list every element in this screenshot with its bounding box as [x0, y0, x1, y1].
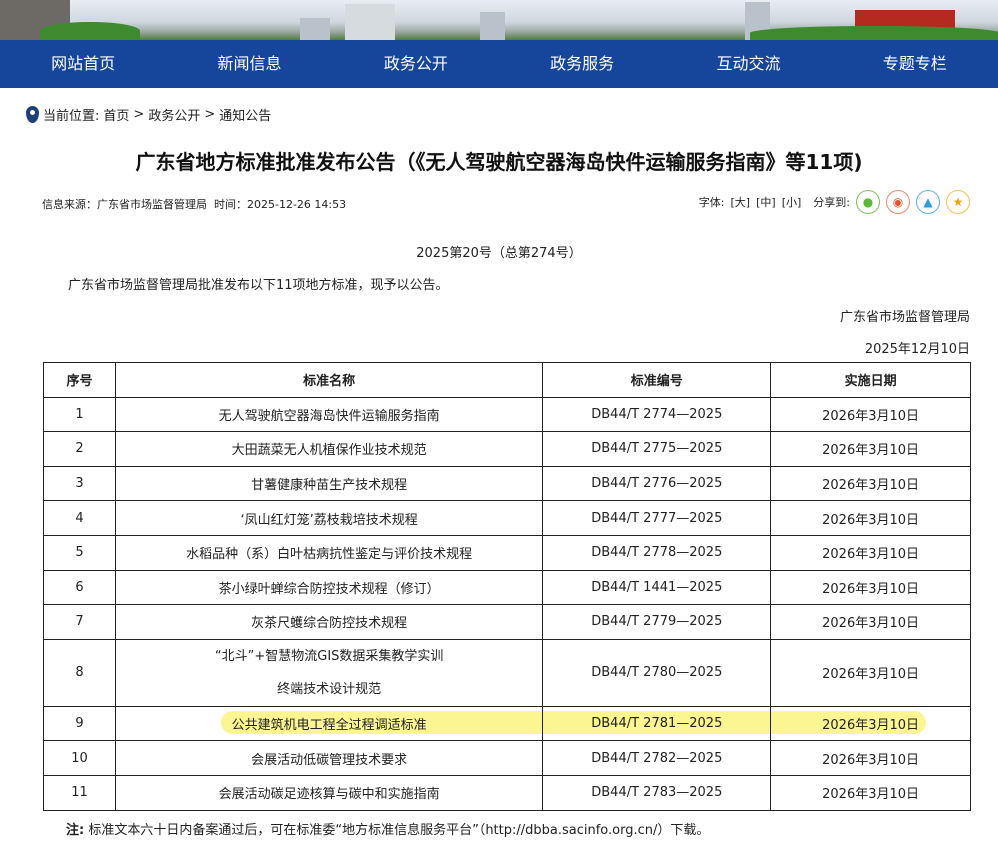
table-cell: DB44/T 2782—2025 — [542, 740, 772, 776]
table-cell: 1 — [43, 396, 116, 433]
table-cell: DB44/T 2775—2025 — [542, 431, 772, 467]
table-cell: DB44/T 1441—2025 — [542, 569, 772, 606]
table-cell: 甘薯健康种苗生产技术规程 — [114, 465, 544, 502]
breadcrumb-label: 当前位置: — [43, 109, 100, 124]
nav-item[interactable]: 新闻信息 — [217, 54, 282, 73]
font-small-button[interactable]: [小] — [781, 196, 802, 209]
font-medium-button[interactable]: [中] — [756, 196, 776, 209]
breadcrumb-home[interactable]: 首页 — [103, 109, 130, 124]
main-nav: 网站首页 新闻信息 政务公开 政务服务 互动交流 专题专栏 — [0, 40, 998, 88]
table-cell: 大田蔬菜无人机植保作业技术规范 — [114, 431, 544, 467]
font-large-button[interactable]: [大] — [730, 196, 751, 209]
table-cell: DB44/T 2783—2025 — [542, 774, 772, 811]
table-cell: DB44/T 2777—2025 — [542, 500, 772, 536]
table-row: 6 茶小绿叶蝉综合防控技术规程（修订） DB44/T 1441—2025 2026年3… — [43, 569, 971, 606]
table-row: 3 甘薯健康种苗生产技术规程 DB44/T 2776—2025 2026年3月10日 — [43, 465, 971, 502]
favorite-icon[interactable]: ★ — [946, 190, 970, 214]
table-row: 1 无人驾驶航空器海岛快件运输服务指南 DB44/T 2774—2025 2026年3… — [43, 396, 971, 433]
article-meta: 信息来源：广东省市场监督管理局 时间：2025-12-26 14:53 — [42, 196, 346, 212]
table-row: 11 会展活动碳足迹核算与碳中和实施指南 DB44/T 2783—2025 2026年… — [43, 774, 971, 811]
table-cell: 6 — [43, 569, 116, 606]
table-cell: 灰茶尺蠖综合防控技术规程 — [114, 604, 544, 640]
footnote: 注: 标准文本六十日内备案通过后，可在标准委“地方标准信息服务平台”（http:… — [66, 819, 709, 838]
table-cell: DB44/T 2781—2025 — [542, 705, 772, 742]
nav-item[interactable]: 互动交流 — [716, 54, 781, 73]
table-row: 4 ‘凤山红灯笼’荔枝栽培技术规程 DB44/T 2777—2025 2026年3月1… — [43, 500, 971, 536]
table-cell: DB44/T 2778—2025 — [542, 534, 772, 571]
note-label: 注: — [66, 823, 85, 838]
table-cell: 2026年3月10日 — [770, 500, 971, 536]
table-row: 5 水稻品种（系）白叶枯病抗性鉴定与评价技术规程 DB44/T 2778—2025 2… — [43, 534, 971, 571]
nav-item[interactable]: 政务公开 — [383, 54, 448, 73]
table-cell: 9 — [43, 705, 116, 742]
breadcrumb-gov[interactable]: 政务公开 — [148, 109, 201, 124]
table-cell: DB44/T 2779—2025 — [542, 604, 772, 640]
breadcrumb-notice[interactable]: 通知公告 — [219, 109, 272, 124]
qq-icon[interactable]: ▲ — [916, 190, 940, 214]
breadcrumb-sep: > — [204, 107, 216, 122]
page-title: 广东省地方标准批准发布公告（《无人驾驶航空器海岛快件运输服务指南》等11项) — [135, 150, 863, 174]
wechat-icon[interactable]: ● — [856, 190, 880, 214]
note-text: 标准文本六十日内备案通过后，可在标准委“地方标准信息服务平台”（http://d… — [88, 823, 710, 838]
standards-table: 序号 标准名称 标准编号 实施日期 1 无人驾驶航空器海岛快件运输服务指南 DB44/T … — [43, 362, 971, 811]
article-tools: 字体: [大] [中] [小] 分享到: ● ◉ ▲ ★ — [699, 190, 970, 214]
table-cell: 2 — [43, 431, 116, 467]
table-row: 10 会展活动低碳管理技术要求 DB44/T 2782—2025 2026年3月10日 — [43, 740, 971, 776]
table-cell: 2026年3月10日 — [770, 534, 971, 571]
table-cell: 10 — [43, 740, 116, 776]
table-row: 7 灰茶尺蠖综合防控技术规程 DB44/T 2779—2025 2026年3月10日 — [43, 604, 971, 640]
table-cell: 2026年3月10日 — [770, 705, 971, 742]
column-header: 标准名称 — [114, 362, 544, 398]
table-cell: 会展活动低碳管理技术要求 — [114, 740, 544, 776]
nav-item[interactable]: 专题专栏 — [882, 54, 947, 73]
nav-item[interactable]: 网站首页 — [51, 54, 116, 73]
table-cell: 4 — [43, 500, 116, 536]
table-cell: 11 — [43, 774, 116, 811]
table-cell: ‘凤山红灯笼’荔枝栽培技术规程 — [114, 500, 544, 536]
intro-text: 广东省市场监督管理局批准发布以下11项地方标准，现予以公告。 — [68, 278, 449, 293]
table-cell: 3 — [43, 465, 116, 502]
table-cell: 茶小绿叶蝉综合防控技术规程（修订） — [114, 569, 544, 606]
source: 信息来源：广东省市场监督管理局 — [42, 198, 207, 211]
column-header: 序号 — [43, 362, 116, 398]
table-cell: “北斗”+智慧物流GIS数据采集教学实训 终端技术设计规范 — [114, 638, 544, 707]
publish-time: 时间：2025-12-26 14:53 — [214, 198, 347, 211]
table-cell: 2026年3月10日 — [770, 465, 971, 502]
breadcrumb-sep: > — [133, 107, 145, 122]
location-pin-icon — [26, 106, 39, 123]
table-cell: 7 — [43, 604, 116, 640]
table-cell: 2026年3月10日 — [770, 431, 971, 467]
table-cell: 水稻品种（系）白叶枯病抗性鉴定与评价技术规程 — [114, 534, 544, 571]
table-cell: 2026年3月10日 — [770, 774, 971, 811]
table-cell: 5 — [43, 534, 116, 571]
table-cell: DB44/T 2780—2025 — [542, 638, 772, 707]
nav-item[interactable]: 政务服务 — [550, 54, 615, 73]
issue-date: 2025年12月10日 — [864, 342, 970, 357]
column-header: 实施日期 — [770, 362, 971, 398]
issuer: 广东省市场监督管理局 — [839, 310, 970, 325]
table-row: 2 大田蔬菜无人机植保作业技术规范 DB44/T 2775—2025 2026年3月1… — [43, 431, 971, 467]
share-label: 分享到: — [813, 196, 850, 209]
table-row: 8 “北斗”+智慧物流GIS数据采集教学实训 终端技术设计规范 DB44/T 2780… — [43, 638, 971, 707]
table-cell: DB44/T 2776—2025 — [542, 465, 772, 502]
font-size-label: 字体: — [698, 196, 725, 209]
table-row: 9 公共建筑机电工程全过程调适标准 DB44/T 2781—2025 2026年3月1… — [43, 705, 971, 742]
table-cell: 8 — [43, 638, 116, 707]
table-cell: 会展活动碳足迹核算与碳中和实施指南 — [114, 774, 544, 811]
breadcrumb: 当前位置: 首页 > 政务公开 > 通知公告 — [26, 105, 271, 124]
table-cell: 2026年3月10日 — [770, 396, 971, 433]
doc-number: 2025第20号（总第274号） — [416, 246, 582, 261]
table-cell: 2026年3月10日 — [770, 569, 971, 606]
table-cell: DB44/T 2774—2025 — [542, 396, 772, 433]
table-cell: 公共建筑机电工程全过程调适标准 — [114, 705, 544, 742]
table-cell: 2026年3月10日 — [770, 638, 971, 707]
table-cell: 2026年3月10日 — [770, 604, 971, 640]
column-header: 标准编号 — [542, 362, 772, 398]
weibo-icon[interactable]: ◉ — [886, 190, 910, 214]
table-cell: 2026年3月10日 — [770, 740, 971, 776]
header-banner — [0, 0, 998, 40]
table-cell: 无人驾驶航空器海岛快件运输服务指南 — [114, 396, 544, 433]
